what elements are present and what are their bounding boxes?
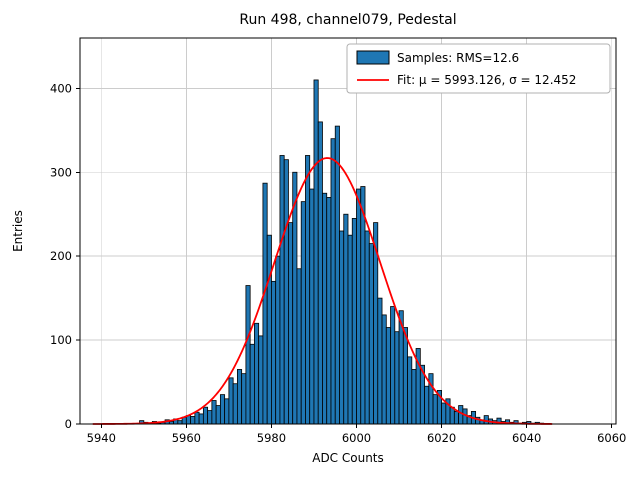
- histogram-bar: [211, 400, 217, 425]
- histogram-bar: [330, 138, 336, 425]
- histogram-bar: [288, 222, 294, 425]
- x-tick-label: 6000: [342, 431, 371, 445]
- histogram-bar: [228, 377, 234, 425]
- x-tick-label: 5980: [257, 431, 286, 445]
- histogram-bar: [343, 213, 349, 425]
- histogram-bar: [258, 335, 264, 425]
- histogram-bar: [194, 411, 200, 425]
- histogram-bar: [313, 79, 319, 425]
- histogram-bar: [190, 416, 196, 425]
- ticks-layer: 5940 5960 5980 6000 6020 6040 6060 0 100 200 300 40…: [50, 81, 626, 445]
- histogram-bar: [198, 413, 204, 425]
- x-tick-label: 6040: [512, 431, 541, 445]
- legend-samples-label: Samples: RMS=12.6: [397, 51, 519, 65]
- histogram-bar: [300, 201, 306, 425]
- histogram-bar: [262, 182, 268, 425]
- y-tick-label: 400: [50, 81, 72, 95]
- y-tick-label: 0: [65, 417, 72, 431]
- histogram-bar: [207, 410, 213, 425]
- histogram-bar: [441, 402, 447, 425]
- histogram-bar: [322, 192, 328, 425]
- histogram-bar: [411, 369, 417, 425]
- histogram-bar: [453, 411, 460, 425]
- histogram-bar: [309, 188, 315, 425]
- histogram-bar: [254, 322, 260, 425]
- histogram-bar: [241, 373, 247, 425]
- fit-curve-layer: [92, 157, 553, 425]
- x-tick-label: 6060: [597, 431, 626, 445]
- legend-fit-label: Fit: μ = 5993.126, σ = 12.452: [397, 73, 576, 87]
- histogram-bars: [139, 79, 545, 425]
- histogram-bar: [232, 383, 238, 425]
- histogram-bar: [283, 159, 289, 425]
- histogram-bar: [390, 306, 396, 425]
- histogram-bar: [334, 125, 340, 425]
- histogram-bar: [219, 394, 226, 425]
- histogram-bar: [432, 394, 438, 425]
- x-tick-label: 6020: [427, 431, 456, 445]
- x-tick-label: 5960: [172, 431, 201, 445]
- axes-frame: [79, 37, 617, 425]
- histogram-bar: [224, 398, 230, 425]
- x-tick-label: 5940: [87, 431, 116, 445]
- histogram-bar: [249, 343, 255, 425]
- histogram-bar: [292, 171, 298, 425]
- histogram-bar: [394, 331, 400, 425]
- legend: Samples: RMS=12.6 Fit: μ = 5993.126, σ =…: [346, 43, 611, 94]
- y-axis-label: Entries: [11, 210, 25, 252]
- histogram-bar: [296, 268, 302, 425]
- histogram-bar: [351, 218, 357, 425]
- histogram-bar: [236, 369, 243, 425]
- legend-samples-swatch: [356, 50, 390, 65]
- legend-box: [346, 43, 611, 94]
- histogram-bar: [279, 155, 285, 425]
- histogram-bar: [356, 188, 362, 425]
- histogram-bar: [202, 406, 209, 425]
- histogram-bar: [368, 243, 374, 425]
- histogram-bar: [364, 230, 370, 425]
- y-tick-label: 200: [50, 249, 72, 263]
- histogram-bar: [347, 234, 353, 425]
- y-tick-label: 300: [50, 165, 72, 179]
- histogram-bar: [215, 405, 221, 425]
- histogram-bar: [385, 327, 391, 425]
- histogram-bar: [271, 280, 277, 425]
- histogram-bar: [458, 405, 464, 425]
- histogram-bar: [326, 197, 332, 425]
- histogram-bar: [377, 297, 383, 425]
- histogram-bar: [339, 230, 345, 425]
- chart-title: Run 498, channel079, Pedestal: [239, 12, 456, 28]
- histogram-bar: [275, 255, 281, 425]
- fit-curve: [92, 157, 553, 425]
- histogram-bar: [381, 314, 387, 425]
- histogram-bar: [424, 385, 430, 425]
- histogram-bar: [402, 327, 408, 425]
- histogram-bar: [483, 415, 489, 425]
- histogram-bar: [317, 121, 323, 425]
- histogram-bar: [266, 234, 272, 425]
- histogram-bar: [449, 406, 455, 425]
- histogram-bar: [305, 155, 311, 425]
- x-axis-label: ADC Counts: [312, 451, 384, 465]
- histogram-bar: [407, 356, 413, 425]
- histogram-bar: [245, 285, 251, 425]
- histogram-bar: [360, 186, 366, 425]
- y-tick-label: 100: [50, 333, 72, 347]
